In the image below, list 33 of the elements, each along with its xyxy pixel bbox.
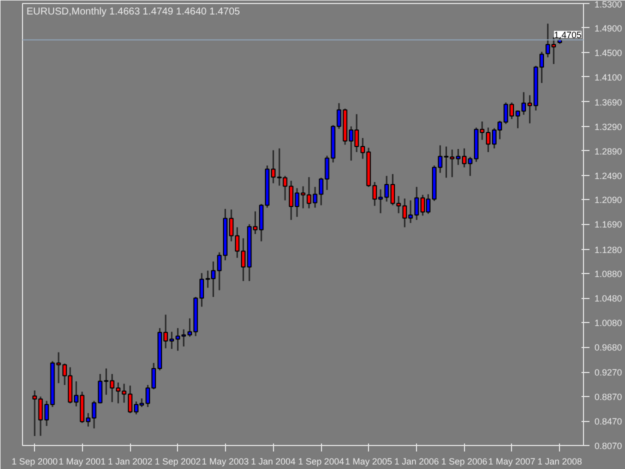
chart-title: EURUSD,Monthly 1.4663 1.4749 1.4640 1.4705: [26, 6, 240, 18]
x-tick-label: 1 Jan 2004: [251, 456, 296, 466]
y-tick-label: 1.2090: [594, 195, 622, 206]
y-tick-label: 1.2890: [594, 146, 622, 156]
y-tick-label: 0.8470: [594, 416, 622, 427]
y-tick-label: 0.8070: [594, 441, 622, 451]
x-tick-label: 1 Jan 2006: [394, 456, 439, 466]
y-tick-label: 1.2490: [594, 170, 622, 181]
x-tick-label: 1 Sep 2004: [298, 456, 344, 466]
x-tick-label: 1 Sep 2006: [441, 456, 488, 466]
x-tick-label: 1 Jan 2002: [108, 456, 152, 466]
y-tick-label: 0.8870: [594, 392, 622, 402]
ref-line-label: 1.4705: [554, 30, 582, 40]
x-tick-label: 1 Sep 2002: [154, 456, 201, 466]
y-tick-label: 0.9270: [594, 368, 622, 378]
y-tick-label: 1.0480: [594, 294, 622, 304]
y-tick-label: 1.5300: [594, 0, 622, 10]
y-tick-label: 1.0080: [594, 318, 622, 328]
y-tick-label: 1.3290: [594, 122, 622, 132]
y-tick-label: 1.4500: [594, 48, 622, 58]
y-tick-label: 1.1280: [594, 244, 622, 255]
x-tick-label: 1 May 2001: [58, 456, 106, 466]
x-tick-label: 1 Sep 2000: [12, 456, 58, 466]
y-tick-label: 1.1690: [594, 220, 622, 230]
y-tick-label: 1.4900: [594, 23, 622, 34]
y-tick-label: 1.0880: [594, 269, 622, 280]
y-tick-label: 1.4100: [594, 72, 622, 82]
x-tick-label: 1 May 2007: [488, 456, 536, 466]
x-tick-label: 1 May 2003: [202, 456, 249, 466]
y-tick-label: 0.9680: [594, 342, 622, 353]
y-tick-label: 1.3690: [594, 97, 622, 108]
x-tick-label: 1 Jan 2008: [538, 456, 582, 466]
x-tick-label: 1 May 2005: [345, 456, 392, 466]
